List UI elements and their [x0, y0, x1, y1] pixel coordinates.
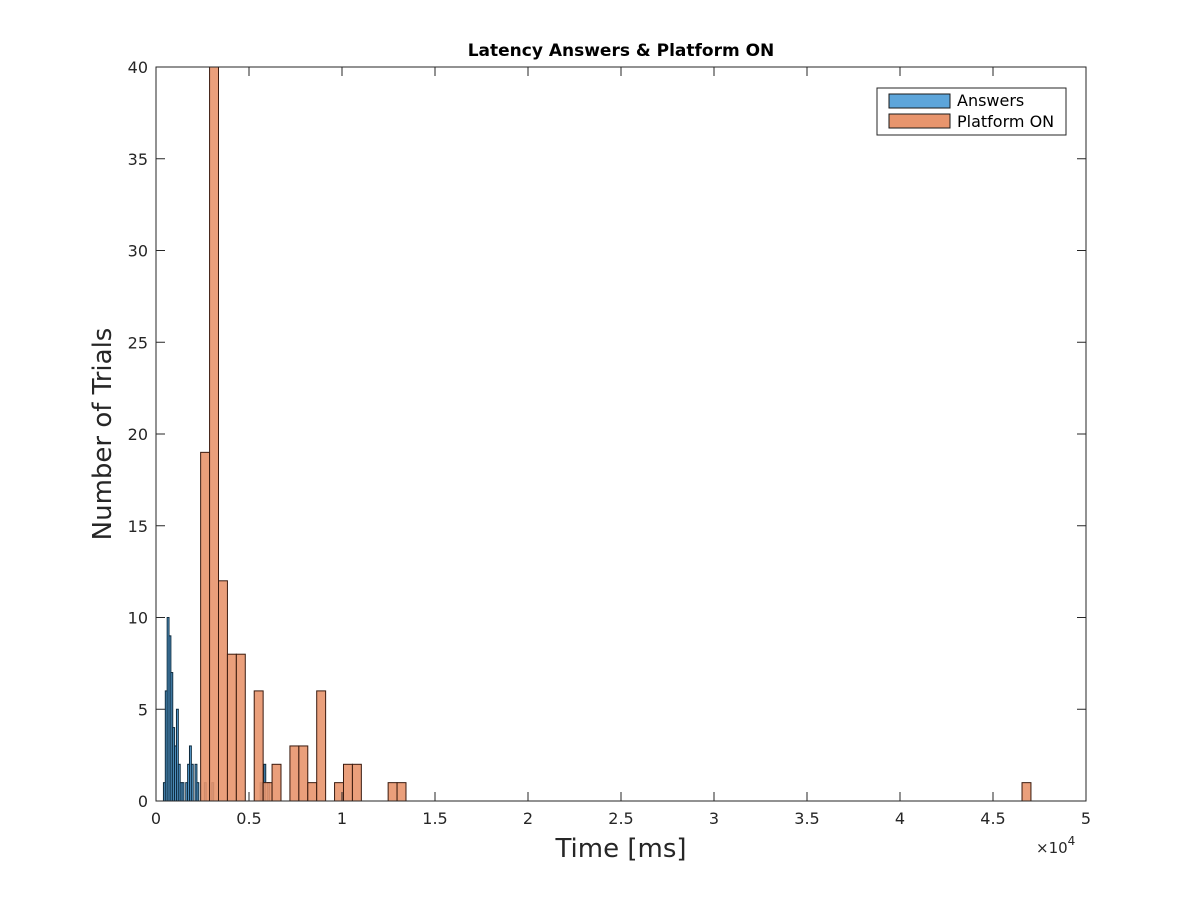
x-tick-label-3: 1.5 — [422, 809, 447, 828]
legend-swatch-platform-on — [888, 113, 951, 129]
y-tick-label-4: 20 — [128, 425, 148, 444]
bar-platform-on-5 — [253, 690, 264, 802]
x-tick-label-10: 5 — [1081, 809, 1091, 828]
y-axis-label: Number of Trials — [88, 328, 118, 541]
x-tick-label-9: 4.5 — [980, 809, 1005, 828]
bar-platform-on-8 — [289, 745, 300, 802]
bar-platform-on-11 — [316, 690, 327, 802]
x-tick-label-2: 1 — [337, 809, 347, 828]
x-tick-label-7: 3.5 — [794, 809, 819, 828]
ticks-layer: 0 0.5 1 1.5 2 2.5 3 3.5 4 4.5 5 0 5 10 15 20 25 30 35 40 — [128, 58, 1091, 828]
x-tick-label-1: 0.5 — [236, 809, 261, 828]
x-axis-label: Time [ms] — [554, 834, 686, 864]
bar-platform-on-14 — [351, 763, 362, 802]
bar-platform-on-15 — [387, 782, 398, 802]
bar-platform-on-13 — [342, 763, 353, 802]
y-tick-label-5: 25 — [128, 333, 148, 352]
bar-platform-on-16 — [396, 782, 407, 802]
x-tick-label-0: 0 — [151, 809, 161, 828]
bar-platform-on-1 — [209, 66, 220, 802]
y-tick-label-6: 30 — [128, 242, 148, 261]
x-tick-label-6: 3 — [709, 809, 719, 828]
bar-platform-on-9 — [298, 745, 309, 802]
legend-label-platform-on: Platform ON — [957, 112, 1054, 131]
x-axis-multiplier-base: ×10 — [1036, 839, 1068, 857]
bar-platform-on-3 — [226, 653, 237, 802]
y-tick-label-1: 5 — [138, 700, 148, 719]
bar-platform-on-4 — [235, 653, 246, 802]
x-tick-label-8: 4 — [895, 809, 905, 828]
y-tick-label-2: 10 — [128, 609, 148, 628]
y-tick-label-3: 15 — [128, 517, 148, 536]
x-tick-label-4: 2 — [523, 809, 533, 828]
legend: Answers Platform ON — [876, 87, 1067, 136]
x-axis-multiplier-exponent: 4 — [1068, 834, 1076, 848]
bar-platform-on-7 — [271, 763, 282, 802]
y-tick-label-8: 40 — [128, 58, 148, 77]
plot-area — [156, 67, 1086, 801]
bar-platform-on-2 — [218, 580, 228, 802]
legend-label-answers: Answers — [957, 91, 1024, 110]
y-tick-label-0: 0 — [138, 792, 148, 811]
legend-swatch-answers — [888, 93, 951, 109]
chart-title: Latency Answers & Platform ON — [468, 41, 775, 61]
y-tick-label-7: 35 — [128, 150, 148, 169]
bar-platform-on-17 — [1021, 782, 1032, 802]
bar-answers-10 — [181, 782, 185, 802]
x-tick-label-5: 2.5 — [608, 809, 633, 828]
x-axis-multiplier: ×104 — [1036, 834, 1075, 857]
bar-answers-16 — [196, 782, 200, 802]
bar-platform-on-0 — [200, 451, 211, 802]
bar-platform-on-6 — [262, 782, 273, 802]
bar-platform-on-10 — [307, 782, 318, 802]
bar-answers-14 — [190, 763, 194, 802]
